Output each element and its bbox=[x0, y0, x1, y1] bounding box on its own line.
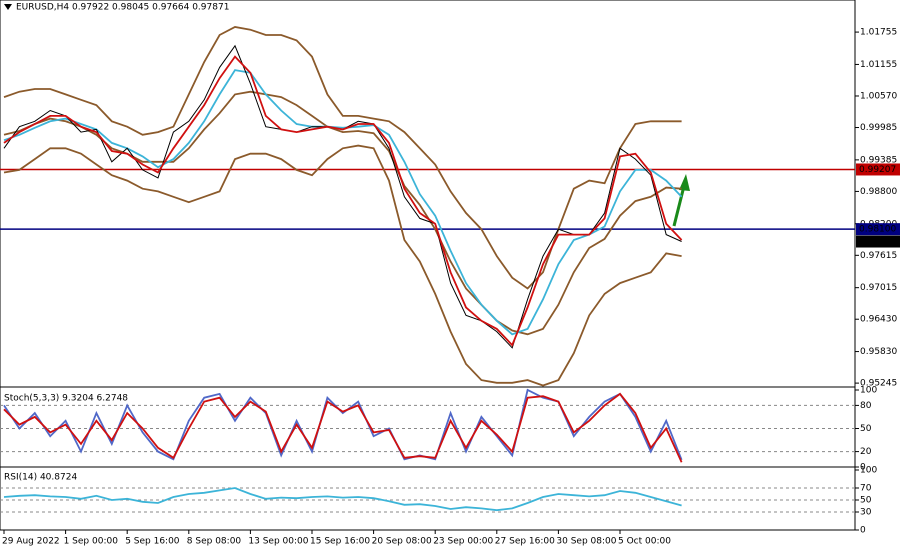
level-label-bg bbox=[856, 223, 900, 236]
y-tick-label: 1.01755 bbox=[860, 28, 897, 38]
series-line bbox=[3, 90, 682, 336]
x-tick-label: 27 Sep 16:00 bbox=[495, 537, 555, 547]
level-label-bg bbox=[856, 163, 900, 176]
y-tick-label: 100 bbox=[860, 466, 877, 476]
y-tick-label: 0.98800 bbox=[860, 187, 897, 197]
y-tick-label: 20 bbox=[860, 447, 872, 457]
x-tick-label: 8 Sep 08:00 bbox=[187, 537, 242, 547]
x-tick-label: 1 Sep 00:00 bbox=[64, 537, 119, 547]
x-tick-label: 20 Sep 08:00 bbox=[372, 537, 432, 547]
rsi-title: RSI(14) 40.8724 bbox=[4, 473, 77, 483]
series-line bbox=[3, 55, 683, 347]
y-tick-label: 70 bbox=[860, 484, 872, 494]
price-label: 0.97871 bbox=[859, 237, 896, 247]
y-tick-label: 0.96430 bbox=[860, 315, 897, 325]
x-tick-label: 23 Sep 00:00 bbox=[433, 537, 493, 547]
y-tick-label: 0.95245 bbox=[860, 379, 897, 389]
y-tick-label: 50 bbox=[860, 496, 872, 506]
y-tick-label: 30 bbox=[860, 508, 872, 518]
x-tick-label: 30 Sep 08:00 bbox=[556, 537, 616, 547]
series-line bbox=[3, 26, 682, 290]
y-tick-label: 0.99385 bbox=[860, 155, 897, 165]
trend-arrow bbox=[672, 174, 690, 227]
y-tick-label: 0.97015 bbox=[860, 283, 897, 293]
x-tick-label: 15 Sep 16:00 bbox=[310, 537, 370, 547]
x-tick-label: 13 Sep 00:00 bbox=[248, 537, 308, 547]
series-line bbox=[3, 144, 682, 387]
plot-frame bbox=[0, 0, 856, 531]
y-tick-label: 80 bbox=[860, 401, 872, 411]
y-tick-label: 0.95830 bbox=[860, 347, 897, 357]
level-label: 0.98100 bbox=[859, 225, 896, 235]
level-label: 0.99207 bbox=[859, 165, 896, 175]
y-tick-label: 0.97615 bbox=[860, 251, 897, 261]
x-tick-label: 29 Aug 2022 bbox=[2, 537, 60, 547]
stoch-title: Stoch(5,3,3) 9.3204 6.2748 bbox=[4, 394, 128, 404]
y-tick-label: 0.99985 bbox=[860, 123, 897, 133]
series-line bbox=[3, 487, 682, 512]
chart-title: EURUSD,H4 0.97922 0.98045 0.97664 0.9787… bbox=[16, 3, 229, 13]
y-tick-label: 1.01155 bbox=[860, 60, 897, 70]
y-tick-label: 0 bbox=[860, 526, 866, 536]
symbol-dropdown[interactable] bbox=[4, 4, 12, 10]
series-line bbox=[3, 69, 683, 336]
price-label-bg bbox=[856, 235, 900, 248]
x-tick-label: 5 Oct 00:00 bbox=[618, 537, 671, 547]
y-tick-label: 100 bbox=[860, 386, 877, 396]
y-tick-label: 50 bbox=[860, 424, 872, 434]
x-tick-label: 5 Sep 16:00 bbox=[125, 537, 180, 547]
y-tick-label: 1.00570 bbox=[860, 91, 897, 101]
series-line bbox=[3, 392, 683, 463]
y-tick-label: 0 bbox=[860, 463, 866, 473]
